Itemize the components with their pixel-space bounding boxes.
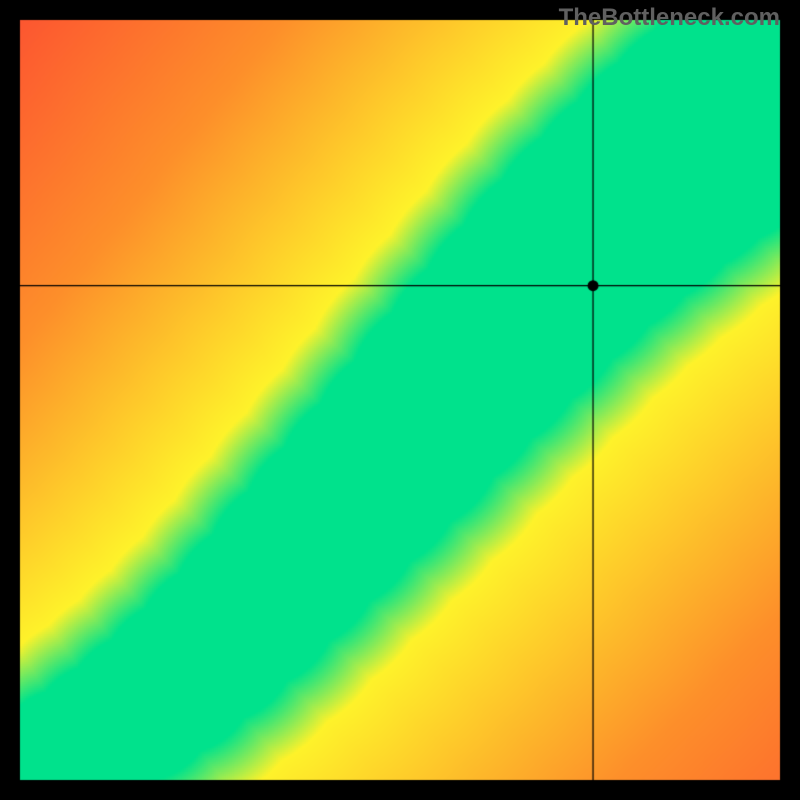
watermark-text: TheBottleneck.com	[559, 4, 780, 32]
heatmap-canvas	[0, 0, 800, 800]
